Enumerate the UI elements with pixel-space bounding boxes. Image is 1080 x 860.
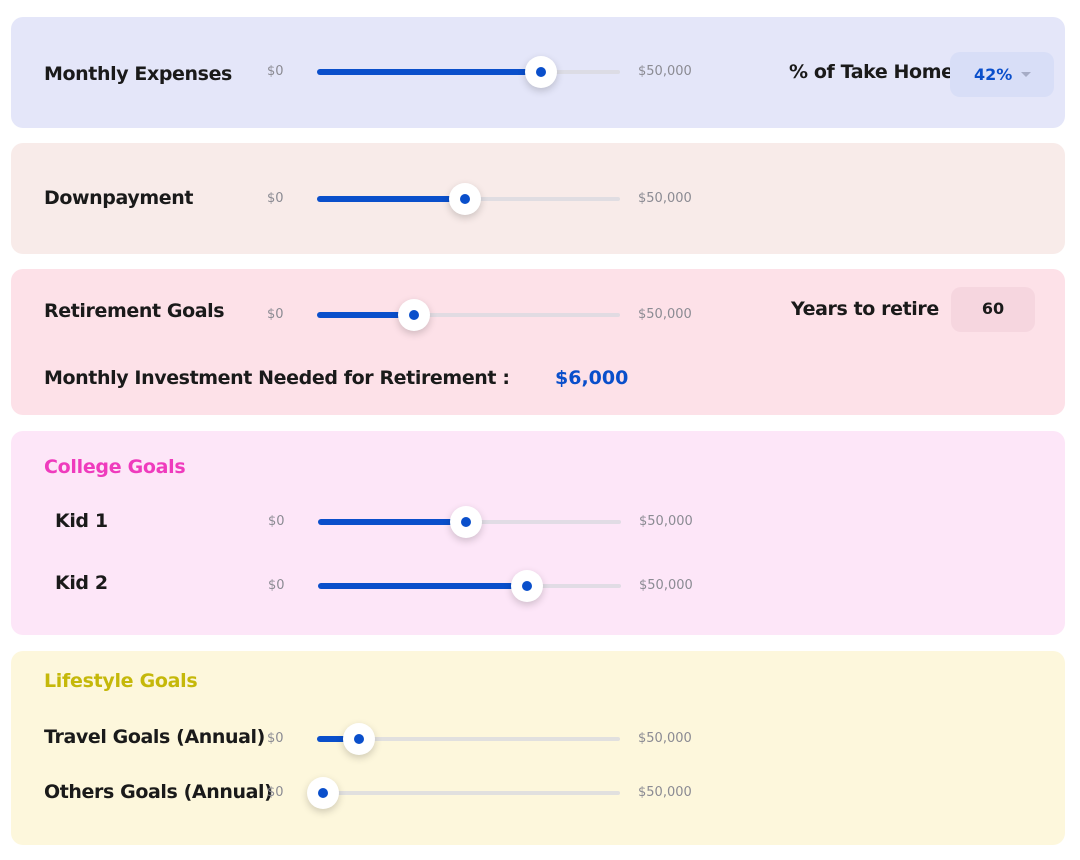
slider-thumb-dot [460, 194, 471, 204]
monthly-expenses-card: Monthly Expenses $0 $50,000 % of Take Ho… [11, 17, 1065, 128]
slider-fill [317, 69, 542, 75]
slider-thumb-dot [536, 67, 547, 77]
slider-max-label: $50,000 [638, 64, 692, 79]
slider-min-label: $0 [267, 785, 284, 800]
slider-thumb[interactable] [397, 299, 430, 331]
slider-max-label: $50,000 [638, 307, 692, 322]
slider-max-label: $50,000 [638, 191, 692, 206]
monthly-investment-label: Monthly Investment Needed for Retirement… [44, 367, 510, 389]
years-to-retire-label: Years to retire [791, 298, 939, 320]
slider-min-label: $0 [268, 514, 285, 529]
take-home-label: % of Take Home [789, 61, 954, 83]
slider-fill [317, 196, 466, 202]
slider-thumb[interactable] [307, 777, 340, 809]
chevron-down-icon [1021, 72, 1031, 77]
kid-1-slider[interactable] [318, 506, 621, 538]
slider-thumb-dot [318, 788, 329, 798]
retirement-goals-slider[interactable] [317, 299, 620, 331]
kid-2-label: Kid 2 [55, 572, 108, 594]
travel-goals-slider[interactable] [317, 723, 620, 755]
slider-thumb[interactable] [449, 183, 482, 215]
years-to-retire-input[interactable]: 60 [951, 287, 1035, 332]
slider-thumb-dot [408, 310, 419, 320]
slider-max-label: $50,000 [638, 731, 692, 746]
slider-thumb[interactable] [450, 506, 483, 538]
years-to-retire-value: 60 [981, 299, 1005, 318]
downpayment-label: Downpayment [44, 187, 194, 209]
slider-fill [318, 583, 528, 589]
slider-fill [318, 519, 467, 525]
monthly-expenses-slider[interactable] [317, 56, 620, 88]
slider-min-label: $0 [267, 307, 284, 322]
others-goals-slider[interactable] [307, 777, 620, 809]
slider-max-label: $50,000 [639, 578, 693, 593]
slider-thumb[interactable] [525, 56, 558, 88]
slider-fill [317, 312, 414, 318]
college-goals-card: College Goals Kid 1 $0 $50,000 Kid 2 $0 … [11, 431, 1065, 635]
kid-2-slider[interactable] [318, 570, 621, 602]
slider-max-label: $50,000 [638, 785, 692, 800]
slider-min-label: $0 [267, 191, 284, 206]
retirement-goals-card: Retirement Goals $0 $50,000 Years to ret… [11, 269, 1065, 415]
retirement-goals-label: Retirement Goals [44, 300, 225, 322]
take-home-percent-select[interactable]: 42% [950, 52, 1054, 97]
kid-1-label: Kid 1 [55, 510, 108, 532]
slider-track [317, 313, 620, 317]
slider-min-label: $0 [267, 64, 284, 79]
slider-thumb[interactable] [511, 570, 544, 602]
slider-thumb-dot [461, 517, 472, 527]
downpayment-card: Downpayment $0 $50,000 [11, 143, 1065, 254]
slider-max-label: $50,000 [639, 514, 693, 529]
lifestyle-goals-heading: Lifestyle Goals [44, 670, 198, 692]
slider-thumb[interactable] [343, 723, 376, 755]
slider-thumb-dot [354, 734, 365, 744]
monthly-expenses-label: Monthly Expenses [44, 63, 232, 85]
slider-track [317, 737, 620, 741]
downpayment-slider[interactable] [317, 183, 620, 215]
lifestyle-goals-card: Lifestyle Goals Travel Goals (Annual) $0… [11, 651, 1065, 845]
slider-min-label: $0 [268, 578, 285, 593]
slider-thumb-dot [522, 581, 533, 591]
slider-track [317, 791, 620, 795]
take-home-percent-value: 42% [974, 65, 1013, 84]
slider-min-label: $0 [267, 731, 284, 746]
college-goals-heading: College Goals [44, 456, 186, 478]
slider-fill [317, 736, 360, 742]
monthly-investment-value: $6,000 [555, 367, 629, 389]
travel-goals-label: Travel Goals (Annual) [44, 726, 265, 748]
others-goals-label: Others Goals (Annual) [44, 781, 273, 803]
